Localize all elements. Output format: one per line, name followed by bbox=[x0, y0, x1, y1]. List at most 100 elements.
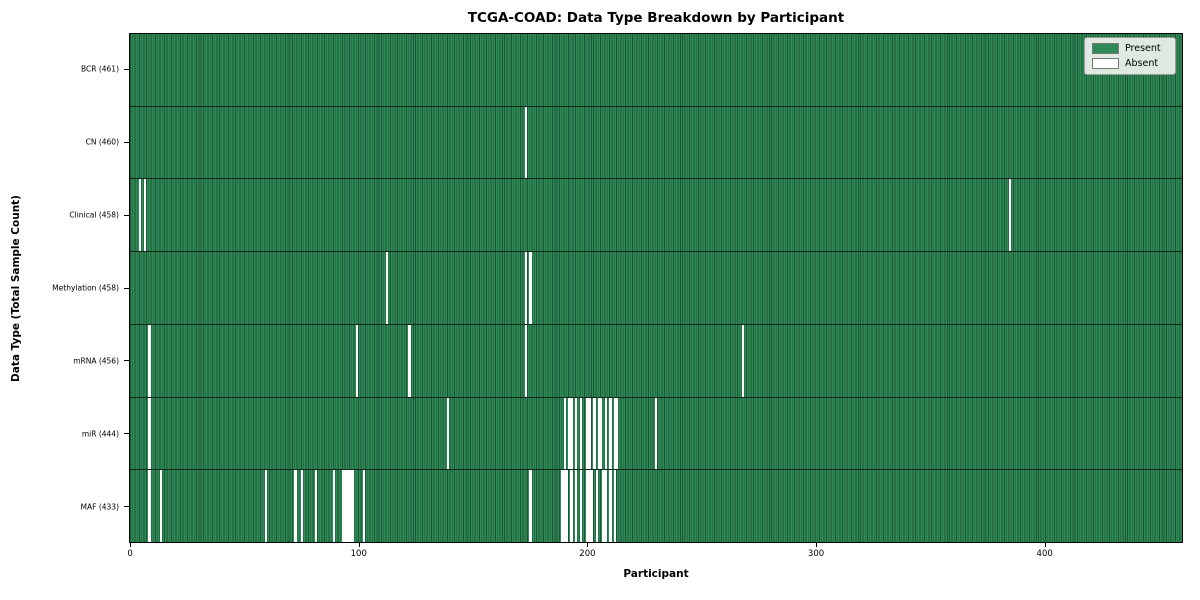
data-row-mrna bbox=[130, 324, 1182, 398]
plot-area: Present Absent bbox=[129, 33, 1183, 543]
absent-gap bbox=[385, 252, 388, 324]
absent-swatch-icon bbox=[1092, 58, 1119, 69]
x-tick-mark bbox=[130, 543, 132, 547]
absent-gap bbox=[301, 470, 304, 543]
data-row-cn bbox=[130, 106, 1182, 180]
y-tick-mark bbox=[124, 214, 129, 216]
absent-gap bbox=[600, 397, 603, 470]
plot-rows bbox=[130, 34, 1182, 543]
absent-gap bbox=[616, 397, 619, 470]
y-tick-label-mir: miR (444) bbox=[81, 429, 119, 439]
data-row-maf bbox=[130, 470, 1182, 543]
absent-gap bbox=[574, 470, 578, 543]
legend-label-present: Present bbox=[1125, 43, 1161, 54]
x-tick-label-0: 0 bbox=[127, 549, 133, 559]
absent-gap bbox=[143, 179, 146, 252]
absent-gap bbox=[524, 324, 528, 397]
absent-gap bbox=[613, 397, 617, 470]
absent-gap bbox=[148, 470, 151, 543]
x-axis-ticks: 0 100 200 300 400 bbox=[127, 543, 1183, 565]
y-axis-ticks: BCR (461) CN (460) Clinical (458) Methylati… bbox=[0, 33, 129, 543]
absent-gap bbox=[609, 397, 612, 470]
absent-gap bbox=[349, 470, 352, 543]
data-row-bcr bbox=[130, 34, 1182, 107]
absent-gap bbox=[570, 397, 573, 470]
absent-gap bbox=[568, 397, 571, 470]
legend-item-present: Present bbox=[1092, 43, 1168, 54]
absent-gap bbox=[565, 470, 569, 543]
absent-gap bbox=[579, 470, 582, 543]
absent-gap bbox=[264, 470, 267, 543]
y-tick-mark bbox=[124, 506, 129, 508]
absent-gap bbox=[408, 324, 411, 397]
absent-gap bbox=[351, 470, 354, 543]
absent-gap bbox=[563, 397, 566, 470]
absent-gap bbox=[609, 470, 612, 543]
absent-gap bbox=[579, 397, 582, 470]
absent-gap bbox=[602, 470, 605, 543]
x-tick-mark bbox=[358, 543, 360, 547]
absent-gap bbox=[741, 324, 744, 397]
absent-gap bbox=[604, 397, 607, 470]
absent-gap bbox=[595, 470, 598, 543]
absent-gap bbox=[362, 470, 366, 543]
legend-item-absent: Absent bbox=[1092, 58, 1168, 69]
x-axis-label: Participant bbox=[623, 568, 689, 580]
absent-gap bbox=[346, 470, 350, 543]
y-tick-mark bbox=[124, 68, 129, 70]
y-tick-mark bbox=[124, 360, 129, 362]
absent-gap bbox=[344, 470, 347, 543]
absent-gap bbox=[590, 470, 594, 543]
absent-gap bbox=[613, 470, 617, 543]
absent-gap bbox=[355, 324, 359, 397]
absent-gap bbox=[529, 470, 532, 543]
absent-gap bbox=[294, 470, 297, 543]
absent-gap bbox=[563, 470, 566, 543]
x-tick-mark bbox=[816, 543, 818, 547]
y-tick-mark bbox=[124, 433, 129, 435]
absent-gap bbox=[586, 470, 589, 543]
absent-gap bbox=[342, 470, 345, 543]
absent-gap bbox=[333, 470, 336, 543]
absent-gap bbox=[148, 324, 151, 397]
absent-gap bbox=[561, 470, 564, 543]
absent-gap bbox=[524, 252, 528, 324]
data-row-methylation bbox=[130, 252, 1182, 325]
absent-gap bbox=[593, 397, 596, 470]
absent-gap bbox=[586, 397, 589, 470]
y-tick-label-mrna: mRNA (456) bbox=[73, 356, 119, 366]
legend-label-absent: Absent bbox=[1125, 58, 1159, 69]
absent-gap bbox=[314, 470, 318, 543]
absent-gap bbox=[574, 397, 578, 470]
data-row-clinical bbox=[130, 179, 1182, 253]
absent-gap bbox=[604, 470, 607, 543]
y-tick-label-maf: MAF (433) bbox=[80, 502, 119, 512]
absent-gap bbox=[570, 470, 573, 543]
absent-gap bbox=[529, 252, 532, 324]
absent-gap bbox=[654, 397, 658, 470]
present-swatch-icon bbox=[1092, 43, 1119, 54]
x-tick-label-300: 300 bbox=[807, 549, 825, 559]
legend: Present Absent bbox=[1084, 37, 1176, 75]
y-tick-mark bbox=[124, 287, 129, 289]
absent-gap bbox=[1008, 179, 1011, 252]
y-tick-label-clinical: Clinical (458) bbox=[69, 210, 119, 220]
x-tick-label-400: 400 bbox=[1036, 549, 1053, 559]
absent-gap bbox=[597, 397, 601, 470]
x-tick-mark bbox=[587, 543, 589, 547]
y-tick-mark bbox=[124, 141, 129, 143]
absent-gap bbox=[524, 106, 528, 179]
absent-gap bbox=[588, 470, 591, 543]
data-row-mir bbox=[130, 397, 1182, 471]
y-tick-label-bcr: BCR (461) bbox=[80, 64, 119, 74]
absent-gap bbox=[447, 397, 450, 470]
absent-gap bbox=[159, 470, 162, 543]
y-tick-label-cn: CN (460) bbox=[85, 137, 119, 147]
y-tick-label-methylation: Methylation (458) bbox=[52, 283, 119, 293]
x-tick-mark bbox=[1044, 543, 1046, 547]
chart-title: TCGA-COAD: Data Type Breakdown by Partic… bbox=[467, 10, 845, 26]
x-tick-label-100: 100 bbox=[350, 549, 367, 559]
absent-gap bbox=[148, 397, 151, 470]
absent-gap bbox=[588, 397, 591, 470]
